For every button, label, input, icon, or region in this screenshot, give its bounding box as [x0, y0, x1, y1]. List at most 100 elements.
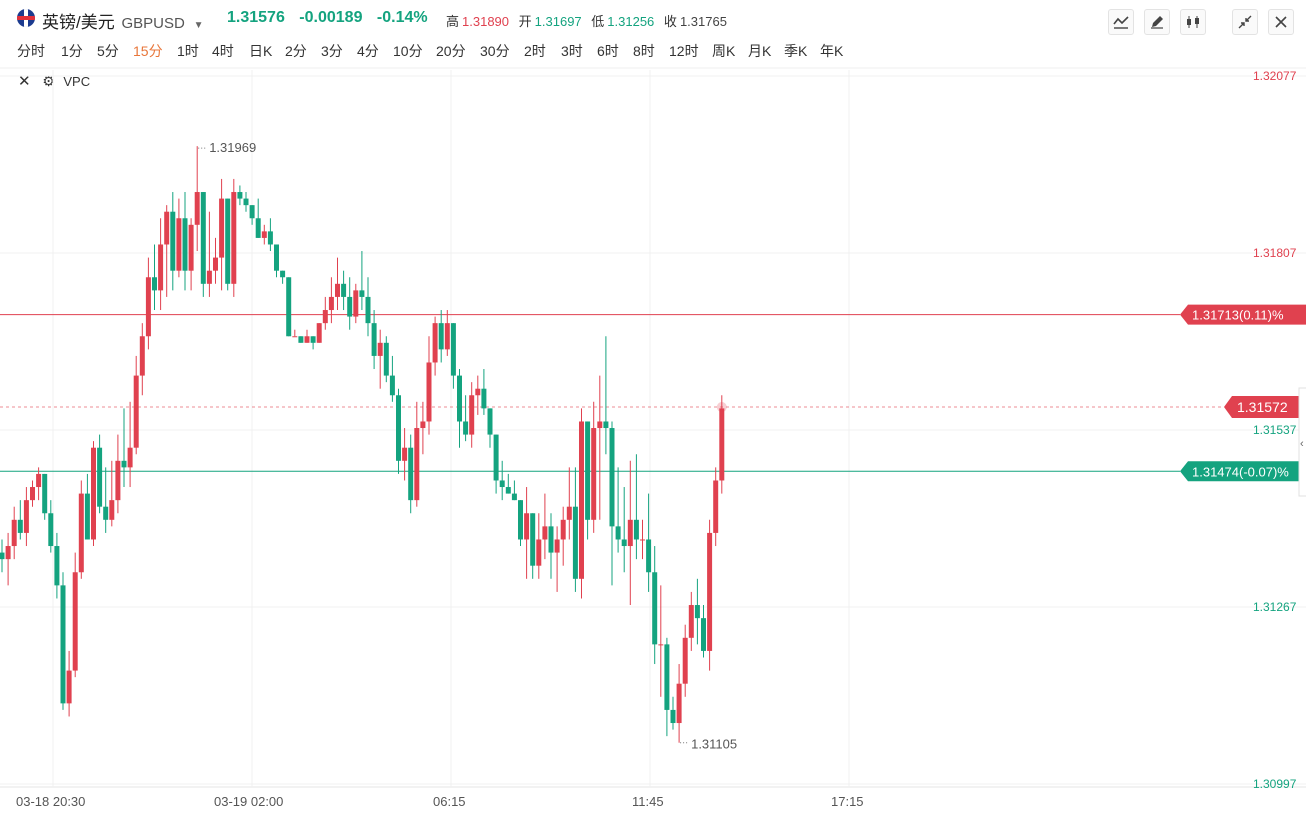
candle-body	[145, 277, 151, 337]
period-tab-9[interactable]: 4分	[357, 43, 379, 59]
period-tab-4[interactable]: 1时	[177, 43, 199, 59]
close-icon[interactable]: ✕	[18, 73, 31, 90]
candle-body	[536, 539, 542, 566]
period-tab-2[interactable]: 5分	[97, 43, 119, 59]
candle-body	[194, 192, 200, 225]
candle-body	[450, 323, 456, 376]
period-tab-19[interactable]: 月K	[748, 43, 772, 59]
candle-body	[463, 421, 469, 435]
candle-body	[115, 460, 121, 501]
candle-body	[66, 670, 72, 704]
period-tab-14[interactable]: 3时	[561, 43, 583, 59]
gear-icon[interactable]: ⚙	[42, 73, 55, 89]
candle-body	[633, 519, 639, 540]
candle-body	[688, 605, 694, 638]
period-tab-6[interactable]: 日K	[249, 43, 273, 59]
collapse-icon[interactable]	[1232, 9, 1258, 35]
candle-body	[408, 447, 414, 501]
period-tab-5[interactable]: 4时	[212, 43, 234, 59]
reference-tag-0	[1180, 304, 1306, 325]
candle-body	[481, 388, 487, 409]
period-tab-13[interactable]: 2时	[524, 43, 546, 59]
candle-body	[396, 395, 401, 461]
candle-body	[652, 572, 658, 645]
right-panel-handle	[1298, 387, 1306, 497]
period-tab-17[interactable]: 12时	[669, 43, 699, 59]
period-tab-1[interactable]: 1分	[61, 43, 83, 59]
pencil-icon[interactable]	[1144, 9, 1170, 35]
candle-body	[469, 395, 475, 435]
candle-body	[310, 336, 316, 343]
candle-body	[438, 323, 444, 350]
candle-body	[640, 539, 645, 541]
header-bar: 英镑/美元 GBPUSD ▼ 1.31576 -0.00189 -0.14% 高…	[0, 0, 1306, 36]
x-tick-label: 06:15	[433, 794, 466, 809]
candle-body	[152, 277, 157, 291]
period-tab-16[interactable]: 8时	[633, 43, 655, 59]
x-tick-label: 17:15	[831, 794, 864, 809]
candle-body	[133, 375, 139, 448]
low-value: 1.31256	[607, 14, 655, 29]
candle-body	[158, 244, 164, 291]
period-tab-10[interactable]: 10分	[393, 43, 423, 59]
candle-body	[30, 487, 35, 501]
y-tick-label: 1.31537	[1253, 423, 1297, 437]
candle-body	[36, 473, 42, 488]
period-tab-8[interactable]: 3分	[321, 43, 343, 59]
candle-body	[493, 434, 499, 481]
candle-body	[572, 506, 578, 579]
candle-body	[78, 493, 84, 573]
candle-body	[432, 323, 438, 363]
symbol-selector[interactable]: 英镑/美元 GBPUSD ▼	[42, 8, 203, 33]
quote-summary: 1.31576 -0.00189 -0.14%	[227, 9, 438, 27]
candle-body	[249, 205, 255, 219]
high-marker: 1.31969	[209, 140, 256, 155]
period-tab-20[interactable]: 季K	[784, 43, 808, 59]
candle-body	[377, 342, 383, 356]
last-price-label: 1.31572	[1237, 399, 1288, 415]
candles-icon[interactable]	[1180, 9, 1206, 35]
period-tab-12[interactable]: 30分	[480, 43, 510, 59]
candle-body	[475, 388, 481, 396]
candle-body	[658, 644, 664, 646]
candle-body	[597, 421, 603, 429]
period-tab-21[interactable]: 年K	[820, 43, 844, 59]
candle-body	[676, 683, 682, 724]
open-value: 1.31697	[534, 14, 582, 29]
candle-body	[139, 336, 145, 376]
ohlc-summary: 高 1.31890 开 1.31697 低 1.31256 收 1.31765	[446, 11, 733, 30]
candle-body	[603, 421, 609, 429]
candle-body	[84, 493, 90, 540]
period-tab-0[interactable]: 分时	[17, 43, 45, 59]
candle-body	[322, 310, 328, 324]
candle-body	[713, 480, 719, 533]
candle-body	[103, 506, 109, 520]
candle-body	[72, 572, 78, 671]
period-tab-7[interactable]: 2分	[285, 43, 307, 59]
indicator-label: VPC	[63, 74, 91, 89]
line-chart-icon[interactable]	[1108, 9, 1134, 35]
chevron-down-icon[interactable]: ▼	[193, 20, 204, 31]
price-change-pct: -0.14%	[376, 9, 428, 26]
candle-body	[91, 447, 96, 540]
close-icon[interactable]	[1268, 9, 1294, 35]
period-tab-15[interactable]: 6时	[597, 43, 619, 59]
candle-body	[646, 539, 652, 573]
candle-body	[518, 500, 523, 540]
candle-body	[292, 336, 298, 338]
candle-body	[591, 428, 597, 520]
period-tab-18[interactable]: 周K	[712, 43, 736, 59]
period-tab-3[interactable]: 15分	[133, 43, 163, 59]
candle-body	[5, 546, 11, 560]
candle-body	[304, 336, 310, 343]
candle-body	[23, 500, 29, 533]
period-tab-11[interactable]: 20分	[436, 43, 466, 59]
candle-body	[121, 460, 127, 468]
candle-body	[237, 192, 243, 199]
symbol-name: 英镑/美元	[42, 13, 115, 32]
candle-body	[621, 539, 627, 547]
last-price-tag	[1224, 396, 1300, 419]
candle-body	[554, 539, 560, 553]
candle-body	[542, 526, 548, 540]
